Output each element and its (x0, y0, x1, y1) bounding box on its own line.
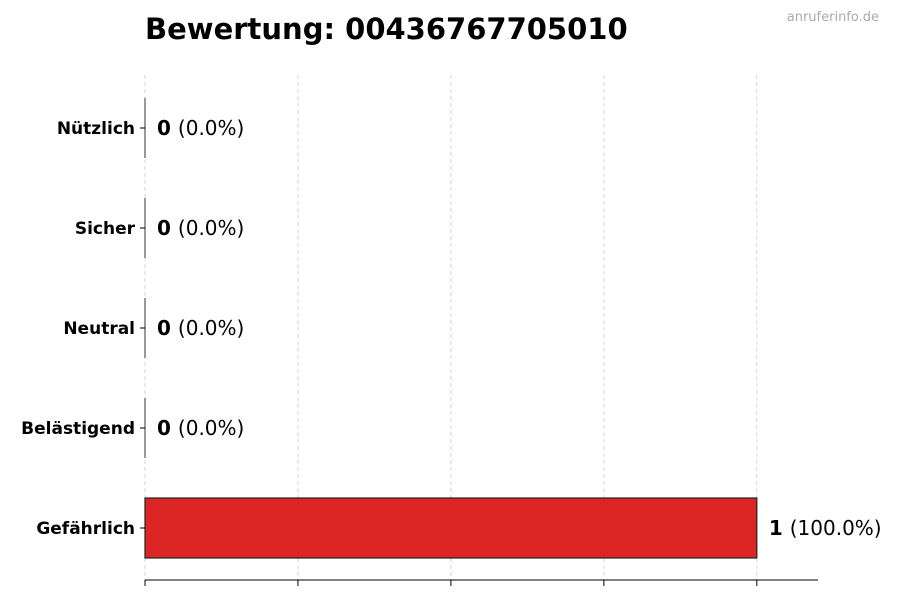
watermark: anruferinfo.de (786, 10, 879, 25)
y-tick-label: Gefährlich (36, 519, 135, 539)
data-label-value: 0 (157, 416, 171, 440)
bar (144, 497, 758, 559)
data-label-value: 0 (157, 116, 171, 140)
data-label-value: 1 (769, 516, 783, 540)
data-label-percent: (0.0%) (178, 316, 244, 340)
y-tick-label: Nützlich (57, 119, 135, 139)
data-label-value: 0 (157, 316, 171, 340)
y-tick-label: Belästigend (21, 419, 135, 439)
data-label-percent: (0.0%) (178, 416, 244, 440)
data-label: 0 (0.0%) (157, 216, 244, 240)
data-label-percent: (100.0%) (790, 516, 882, 540)
data-label: 0 (0.0%) (157, 416, 244, 440)
data-label: 0 (0.0%) (157, 316, 244, 340)
y-tick-label: Sicher (75, 219, 136, 239)
y-tick-label: Neutral (63, 319, 135, 339)
data-label: 0 (0.0%) (157, 116, 244, 140)
chart-title: Bewertung: 00436767705010 (145, 12, 628, 46)
data-label: 1 (100.0%) (769, 516, 882, 540)
data-label-percent: (0.0%) (178, 116, 244, 140)
data-label-percent: (0.0%) (178, 216, 244, 240)
data-label-value: 0 (157, 216, 171, 240)
